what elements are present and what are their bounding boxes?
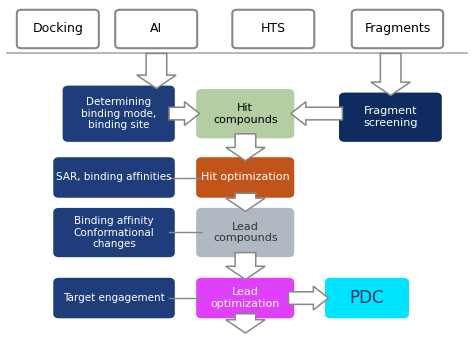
Polygon shape [291,102,342,125]
Text: Hit
compounds: Hit compounds [213,103,277,125]
Text: Binding affinity
Conformational
changes: Binding affinity Conformational changes [73,216,155,249]
Text: PDC: PDC [350,289,384,307]
Text: Lead
compounds: Lead compounds [213,222,277,243]
Polygon shape [226,193,265,211]
Text: Hit optimization: Hit optimization [201,173,290,182]
Polygon shape [371,54,410,95]
Text: HTS: HTS [261,22,286,36]
Text: Determining
binding mode,
binding site: Determining binding mode, binding site [81,97,156,130]
FancyBboxPatch shape [55,209,174,256]
FancyBboxPatch shape [232,10,314,48]
Text: Fragment
screening: Fragment screening [363,106,418,128]
Polygon shape [137,54,176,88]
Text: Target engagement: Target engagement [63,293,165,303]
Text: Fragments: Fragments [365,22,430,36]
FancyBboxPatch shape [197,209,293,256]
FancyBboxPatch shape [326,279,408,317]
FancyBboxPatch shape [340,94,441,141]
Polygon shape [226,134,265,161]
Polygon shape [289,286,328,310]
FancyBboxPatch shape [55,158,174,197]
FancyBboxPatch shape [115,10,197,48]
Text: Lead
optimization: Lead optimization [210,287,280,309]
Polygon shape [226,253,265,279]
FancyBboxPatch shape [197,279,293,317]
FancyBboxPatch shape [197,90,293,137]
Polygon shape [226,314,265,333]
Text: AI: AI [150,22,162,36]
Polygon shape [169,102,200,125]
FancyBboxPatch shape [55,279,174,317]
FancyBboxPatch shape [17,10,99,48]
FancyBboxPatch shape [352,10,443,48]
FancyBboxPatch shape [197,158,293,197]
Text: SAR, binding affinities: SAR, binding affinities [56,173,172,182]
FancyBboxPatch shape [64,87,174,141]
Text: Docking: Docking [32,22,83,36]
